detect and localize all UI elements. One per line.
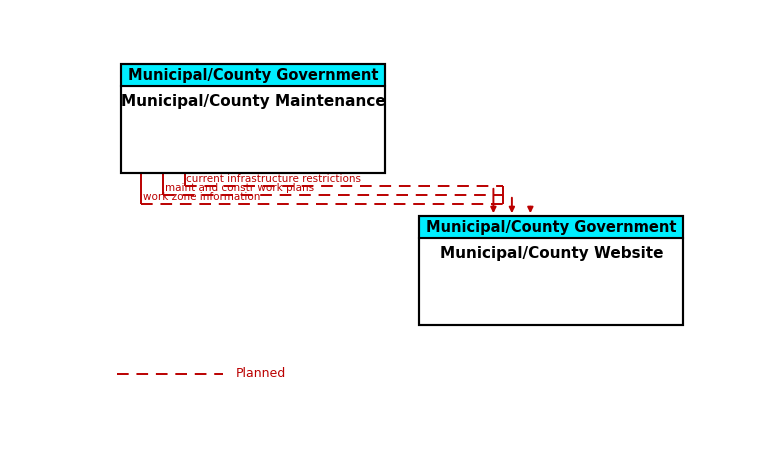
Bar	[121, 86, 385, 173]
Bar	[121, 64, 385, 173]
Bar	[420, 238, 684, 325]
Text: Municipal/County Government: Municipal/County Government	[128, 68, 378, 83]
Text: Planned: Planned	[236, 367, 286, 380]
Text: Municipal/County Government: Municipal/County Government	[426, 220, 677, 235]
Bar	[121, 64, 385, 86]
Bar	[420, 216, 684, 238]
Text: Municipal/County Maintenance: Municipal/County Maintenance	[121, 94, 385, 109]
Text: maint and constr work plans: maint and constr work plans	[164, 183, 314, 193]
Text: current infrastructure restrictions: current infrastructure restrictions	[186, 174, 362, 184]
Text: work zone information: work zone information	[143, 192, 260, 202]
Text: Municipal/County Website: Municipal/County Website	[440, 247, 663, 261]
Bar	[420, 216, 684, 325]
